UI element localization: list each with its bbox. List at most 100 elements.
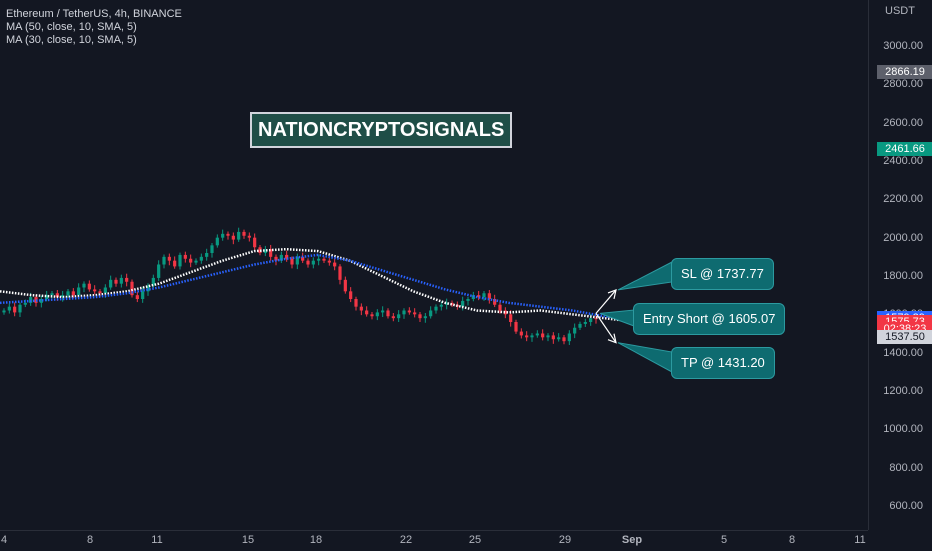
stop-loss-arrow (595, 289, 617, 314)
candle-body (311, 260, 315, 265)
candle-body (285, 254, 289, 259)
price-axis[interactable]: USDT 3000.00 2800.00 2600.00 2400.00 2200.00… (868, 0, 932, 530)
price-badge: 2866.19 (877, 64, 932, 79)
candle-body (221, 233, 225, 238)
candle-body (546, 335, 550, 338)
ma-30-legend[interactable]: MA (30, close, 10, SMA, 5) (6, 34, 137, 46)
candle-body (253, 237, 257, 248)
candle-body (535, 333, 539, 336)
candle-body (103, 287, 107, 294)
candle-body (562, 337, 566, 342)
candle-body (589, 318, 593, 322)
ma-50-legend[interactable]: MA (50, close, 10, SMA, 5) (6, 21, 137, 33)
candle-body (413, 312, 417, 315)
take-profit-arrow-head (607, 333, 617, 344)
candle-body (82, 283, 86, 288)
candle-body (274, 256, 278, 261)
candle-body (573, 327, 577, 334)
candle-body (402, 310, 406, 315)
candle-body (322, 258, 326, 261)
candle-body (141, 291, 145, 299)
candle-body (269, 249, 273, 257)
candle-body (146, 285, 150, 292)
candle-body (317, 258, 321, 261)
candle-body (135, 295, 139, 299)
candle-body (226, 233, 230, 236)
candle-body (87, 283, 91, 290)
candle-body (173, 260, 177, 267)
candle-body (445, 302, 449, 305)
candle-body (493, 299, 497, 305)
candle-body (551, 335, 555, 340)
price-tick-label: 600.00 (889, 500, 923, 512)
price-tick-label: 2000.00 (883, 231, 923, 244)
candle-body (397, 314, 401, 319)
candle-body (541, 333, 545, 338)
time-tick-label: Sep (621, 534, 643, 546)
candle-body (365, 310, 369, 315)
candle-body (514, 322, 518, 332)
candle-body (461, 300, 465, 307)
candle-body (98, 291, 102, 294)
candle-body (327, 260, 331, 263)
candle-body (519, 331, 523, 336)
candle-body (130, 281, 134, 296)
candle-body (205, 253, 209, 257)
time-tick-label: 22 (399, 534, 413, 546)
entry-short-callout[interactable]: Entry Short @ 1605.07 (633, 303, 786, 335)
chart-area[interactable]: Ethereum / TetherUS, 4h, BINANCE MA (50,… (0, 0, 868, 530)
stop-loss-callout[interactable]: SL @ 1737.77 (671, 258, 774, 290)
price-badge: 2461.66 (877, 142, 932, 157)
candle-body (429, 310, 433, 317)
chart-legend: Ethereum / TetherUS, 4h, BINANCE MA (50,… (6, 8, 182, 47)
price-tick-label: 1200.00 (883, 385, 923, 397)
candle-body (418, 314, 422, 319)
candle-body (109, 279, 113, 288)
candle-body (354, 299, 358, 307)
candle-body (482, 293, 486, 298)
candle-body (55, 293, 59, 298)
candle-body (114, 279, 118, 284)
stop-loss-arrow-head (607, 288, 617, 300)
candle-body (231, 235, 235, 240)
candle-body (439, 304, 443, 307)
candle-body (210, 245, 214, 253)
take-profit-pointer (617, 342, 673, 373)
candle-body (2, 310, 6, 313)
time-tick-label: 5 (720, 534, 728, 546)
candle-body (279, 254, 283, 261)
candle-body (77, 287, 81, 296)
candle-body (594, 318, 598, 320)
candle-body (381, 310, 385, 313)
price-badge: 1537.50 (877, 329, 932, 344)
candle-body (583, 322, 587, 324)
candle-body (151, 277, 155, 286)
time-tick-label: 18 (309, 534, 323, 546)
candle-body (450, 302, 454, 305)
candle-body (194, 260, 198, 263)
price-tick-label: 1800.00 (883, 270, 923, 282)
ma-30-line (0, 253, 637, 321)
symbol-title[interactable]: Ethereum / TetherUS, 4h, BINANCE (6, 8, 182, 20)
candle-body (349, 291, 353, 299)
candle-body (263, 249, 267, 253)
candle-body (503, 310, 507, 315)
candle-body (343, 279, 347, 292)
price-tick-label: 2200.00 (883, 193, 923, 206)
candle-body (498, 304, 502, 311)
take-profit-callout[interactable]: TP @ 1431.20 (671, 347, 775, 379)
price-chart[interactable] (0, 0, 868, 530)
time-tick-label: 8 (86, 534, 94, 546)
candle-body (93, 289, 97, 292)
candle-body (306, 260, 310, 265)
candle-body (125, 277, 129, 282)
candle-body (189, 258, 193, 263)
candle-body (23, 302, 27, 305)
price-tick-label: 1000.00 (883, 423, 923, 436)
price-tick-label: 1400.00 (883, 346, 923, 359)
candle-body (258, 247, 262, 253)
stop-loss-pointer (617, 261, 673, 291)
time-tick-label: 4 (0, 534, 8, 546)
candle-body (7, 306, 11, 311)
time-axis[interactable]: 4 8 11 15 18 22 25 29 Sep 5 8 11 (0, 530, 868, 551)
